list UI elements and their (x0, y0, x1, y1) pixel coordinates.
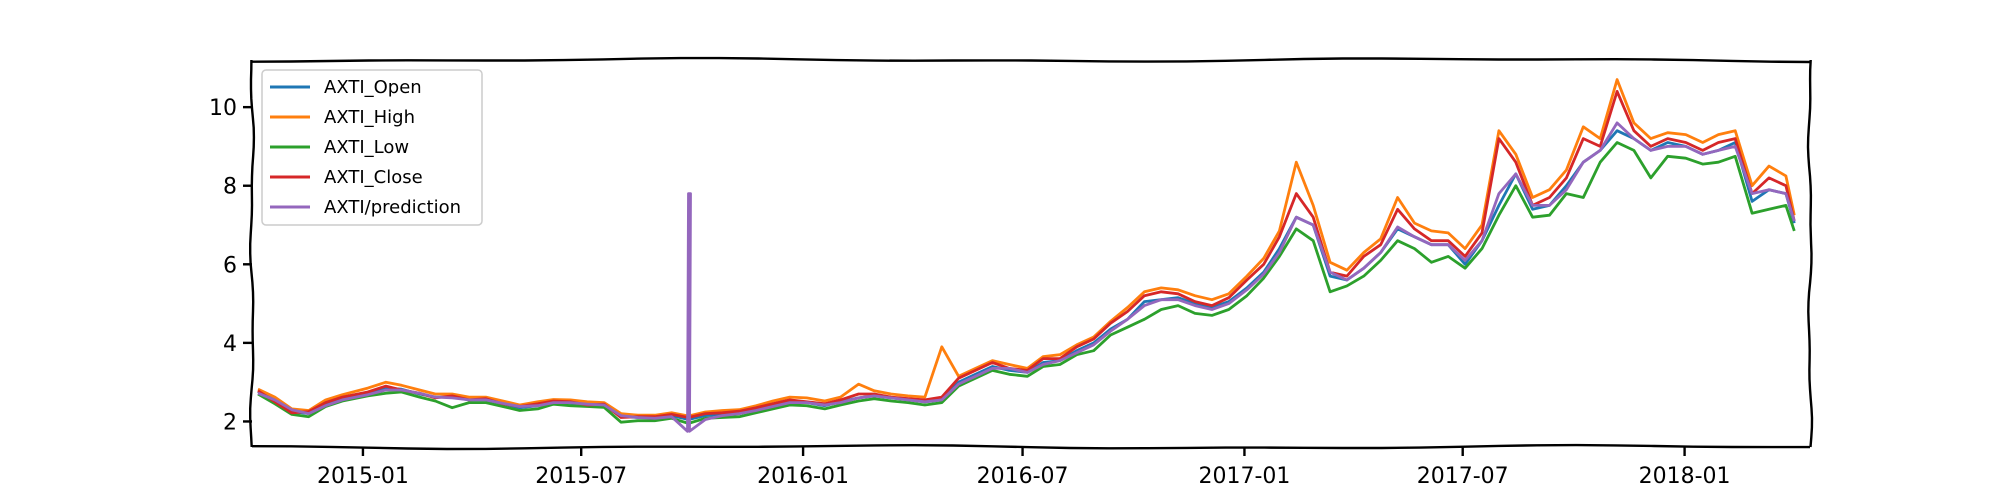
x-tick-label: 2018-01 (1639, 464, 1731, 489)
x-axis: 2015-01 2015-07 2016-01 2016-07 2017-01 2017-… (317, 447, 1731, 489)
x-tick-label: 2015-01 (317, 464, 409, 489)
y-axis: 2 4 6 8 10 (209, 96, 252, 435)
x-tick-label: 2017-01 (1198, 464, 1290, 489)
x-tick-label: 2015-07 (535, 464, 627, 489)
y-tick-label: 8 (223, 175, 237, 200)
series-line-axti-prediction (257, 121, 1796, 433)
x-tick-label: 2016-07 (977, 464, 1069, 489)
legend: AXTI_Open AXTI_High AXTI_Low AXTI_Close AXTI… (261, 69, 483, 226)
series-line-axti-high (257, 78, 1796, 418)
x-tick-label: 2016-01 (757, 464, 849, 489)
legend-label-axti-low: AXTI_Low (324, 137, 409, 158)
legend-label-axti-close: AXTI_Close (324, 167, 423, 188)
y-tick-label: 2 (223, 410, 237, 435)
legend-label-axti-high: AXTI_High (324, 107, 415, 128)
series-layer (257, 78, 1796, 433)
x-tick-label: 2017-07 (1417, 464, 1509, 489)
legend-label-axti-open: AXTI_Open (324, 77, 422, 98)
legend-label-axti-prediction: AXTI/prediction (324, 197, 461, 218)
plot-frame (249, 56, 1814, 451)
y-tick-label: 6 (223, 253, 237, 278)
y-tick-label: 4 (223, 332, 237, 357)
series-line-axti-low (257, 141, 1796, 425)
legend-box (261, 69, 483, 226)
y-tick-label: 10 (209, 96, 237, 121)
